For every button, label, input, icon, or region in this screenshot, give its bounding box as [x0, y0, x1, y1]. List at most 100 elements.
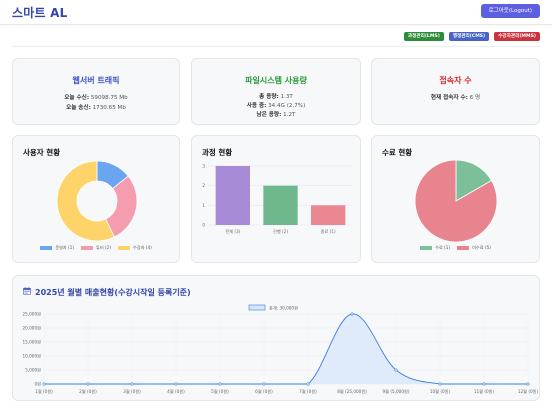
fs-used: 사용 중: 34.4G (2.7%) [192, 101, 360, 109]
lms-button[interactable]: 과정관리(LMS) [403, 32, 444, 41]
users-legend-item-2[interactable]: 수강자 (4) [117, 245, 152, 251]
users-title: 사용자 현황 [23, 148, 61, 157]
revenue-point-8[interactable] [394, 368, 398, 372]
completion-legend-label-0: 수료 (1) [435, 245, 451, 250]
revenue-legend-label[interactable]: 총계: 30,000원 [269, 305, 298, 312]
completion-pie-chart [414, 159, 498, 243]
calendar-icon [23, 287, 31, 295]
connections-card: 접속자 수 현재 접속자 수: 6 명 [371, 58, 540, 125]
fs-total-label: 총 용량: [259, 94, 279, 100]
traffic-out-label: 오늘 송신: [66, 105, 91, 111]
revenue-point-11[interactable] [526, 382, 530, 386]
course-ytick-1: 1 [202, 203, 205, 208]
fs-used-label: 사용 중: [246, 103, 267, 109]
revenue-xtick-5: 6월 (0원) [255, 388, 273, 395]
logout-button[interactable]: 로그아웃(Logout) [480, 4, 540, 18]
revenue-ytick-2: 10,000원 [22, 353, 41, 359]
filesystem-title: 파일시스템 사용량 [245, 76, 307, 85]
completion-slice-0[interactable] [455, 159, 493, 202]
revenue-point-9[interactable] [438, 382, 442, 386]
completion-legend-item-1[interactable]: 미수료 (5) [457, 245, 491, 251]
nav-pills: 과정관리(LMS) 행정관리(CMS) 수강자관리(MMS) [403, 32, 540, 41]
course-ytick-2: 2 [202, 183, 205, 188]
revenue-title: 2025년 월별 매출현황(수강시작일 등록기준) [35, 288, 191, 297]
mms-button[interactable]: 수강자관리(MMS) [494, 32, 540, 41]
users-legend-swatch-1 [81, 246, 94, 250]
revenue-point-7[interactable] [350, 312, 354, 316]
fs-total: 총 용량: 1.3T [192, 92, 360, 100]
revenue-xtick-9: 10월 (0원) [430, 388, 451, 395]
users-legend: 운영자 (1) 튜터 (2) 수강자 (4) [13, 245, 179, 251]
fs-total-value: 1.3T [280, 94, 293, 100]
users-donut-chart [56, 160, 138, 242]
fs-free-value: 1.2T [283, 112, 296, 118]
users-legend-swatch-2 [117, 246, 130, 250]
revenue-point-2[interactable] [130, 382, 134, 386]
revenue-area-chart: 총계: 30,000원 0원 5,000원 10,000원 15,000원 20,000원… [22, 304, 538, 396]
course-xtick-2: 종료 (1) [321, 229, 336, 234]
connections-value: 6 명 [469, 95, 481, 101]
fs-used-value: 34.4G (2.7%) [268, 103, 306, 109]
revenue-area-fill [44, 313, 528, 384]
traffic-in: 오늘 수신: 59098.75 Mb [13, 93, 179, 101]
course-bar-0[interactable] [215, 166, 250, 225]
traffic-title: 웹서버 트래픽 [72, 76, 120, 85]
course-ytick-0: 0 [202, 223, 205, 228]
users-card: 사용자 현황 운영자 (1) 튜터 (2) 수강자 (4) [12, 135, 180, 263]
course-xtick-1: 진행 (2) [273, 228, 288, 234]
revenue-ytick-3: 15,000원 [22, 339, 41, 345]
revenue-xtick-4: 5월 (0원) [211, 388, 229, 395]
revenue-legend-swatch [248, 304, 266, 311]
completion-title: 수료 현황 [382, 148, 413, 157]
traffic-in-value: 59098.75 Mb [90, 95, 128, 101]
revenue-point-10[interactable] [482, 382, 486, 386]
users-legend-item-1[interactable]: 튜터 (2) [81, 245, 111, 251]
completion-legend-swatch-1 [457, 246, 470, 250]
revenue-point-0[interactable] [42, 382, 46, 386]
revenue-xtick-2: 3월 (0원) [123, 388, 141, 395]
completion-legend-swatch-0 [420, 246, 433, 250]
filesystem-card: 파일시스템 사용량 총 용량: 1.3T 사용 중: 34.4G (2.7%) … [191, 58, 361, 125]
revenue-xtick-7: 8월 (25,000원) [337, 388, 367, 395]
top-bar: 스마트 AL 로그아웃(Logout) [0, 0, 552, 25]
traffic-out-value: 1730.65 Mb [92, 105, 126, 111]
course-ytick-3: 3 [202, 164, 205, 169]
connections-label: 현재 접속자 수: [430, 95, 468, 101]
fs-free-label: 남은 용량: [256, 112, 282, 118]
revenue-xtick-1: 2월 (0원) [79, 388, 97, 395]
users-legend-label-2: 수강자 (4) [132, 245, 152, 250]
revenue-xtick-10: 11월 (0원) [474, 388, 495, 395]
revenue-point-6[interactable] [306, 382, 310, 386]
revenue-xtick-3: 4월 (0원) [167, 388, 185, 395]
traffic-in-label: 오늘 수신: [64, 95, 90, 101]
course-xtick-0: 전체 (3) [225, 228, 240, 235]
traffic-out: 오늘 송신: 1730.65 Mb [13, 103, 179, 111]
revenue-ytick-5: 25,000원 [22, 311, 41, 317]
course-bar-1[interactable] [263, 185, 298, 225]
revenue-point-1[interactable] [86, 382, 90, 386]
completion-legend: 수료 (1) 미수료 (5) [372, 245, 539, 251]
revenue-xtick-0: 1월 (0원) [35, 388, 53, 395]
revenue-point-5[interactable] [262, 382, 266, 386]
cms-button[interactable]: 행정관리(CMS) [448, 32, 490, 41]
users-slice-2[interactable] [56, 160, 115, 242]
fs-free: 남은 용량: 1.2T [192, 110, 360, 118]
revenue-ytick-0: 0원 [34, 381, 41, 387]
revenue-line [44, 313, 528, 385]
completion-slice-1[interactable] [414, 159, 498, 243]
course-card: 과정 현황 0 1 2 3 전체 (3) 진행 (2) 종료 (1) [191, 135, 361, 263]
revenue-point-4[interactable] [218, 382, 222, 386]
traffic-card: 웹서버 트래픽 오늘 수신: 59098.75 Mb 오늘 송신: 1730.6… [12, 58, 180, 125]
users-legend-item-0[interactable]: 운영자 (1) [40, 245, 74, 251]
users-legend-label-1: 튜터 (2) [96, 245, 111, 250]
course-bar-2[interactable] [311, 205, 346, 225]
revenue-ytick-4: 20,000원 [22, 325, 41, 331]
completion-legend-item-0[interactable]: 수료 (1) [420, 245, 450, 251]
completion-legend-label-1: 미수료 (5) [472, 245, 491, 250]
app-logo[interactable]: 스마트 AL [12, 6, 68, 20]
course-title: 과정 현황 [202, 148, 233, 157]
revenue-point-3[interactable] [174, 382, 178, 386]
users-legend-label-0: 운영자 (1) [55, 245, 75, 250]
connections-title: 접속자 수 [439, 76, 472, 85]
connections-current: 현재 접속자 수: 6 명 [372, 93, 539, 101]
